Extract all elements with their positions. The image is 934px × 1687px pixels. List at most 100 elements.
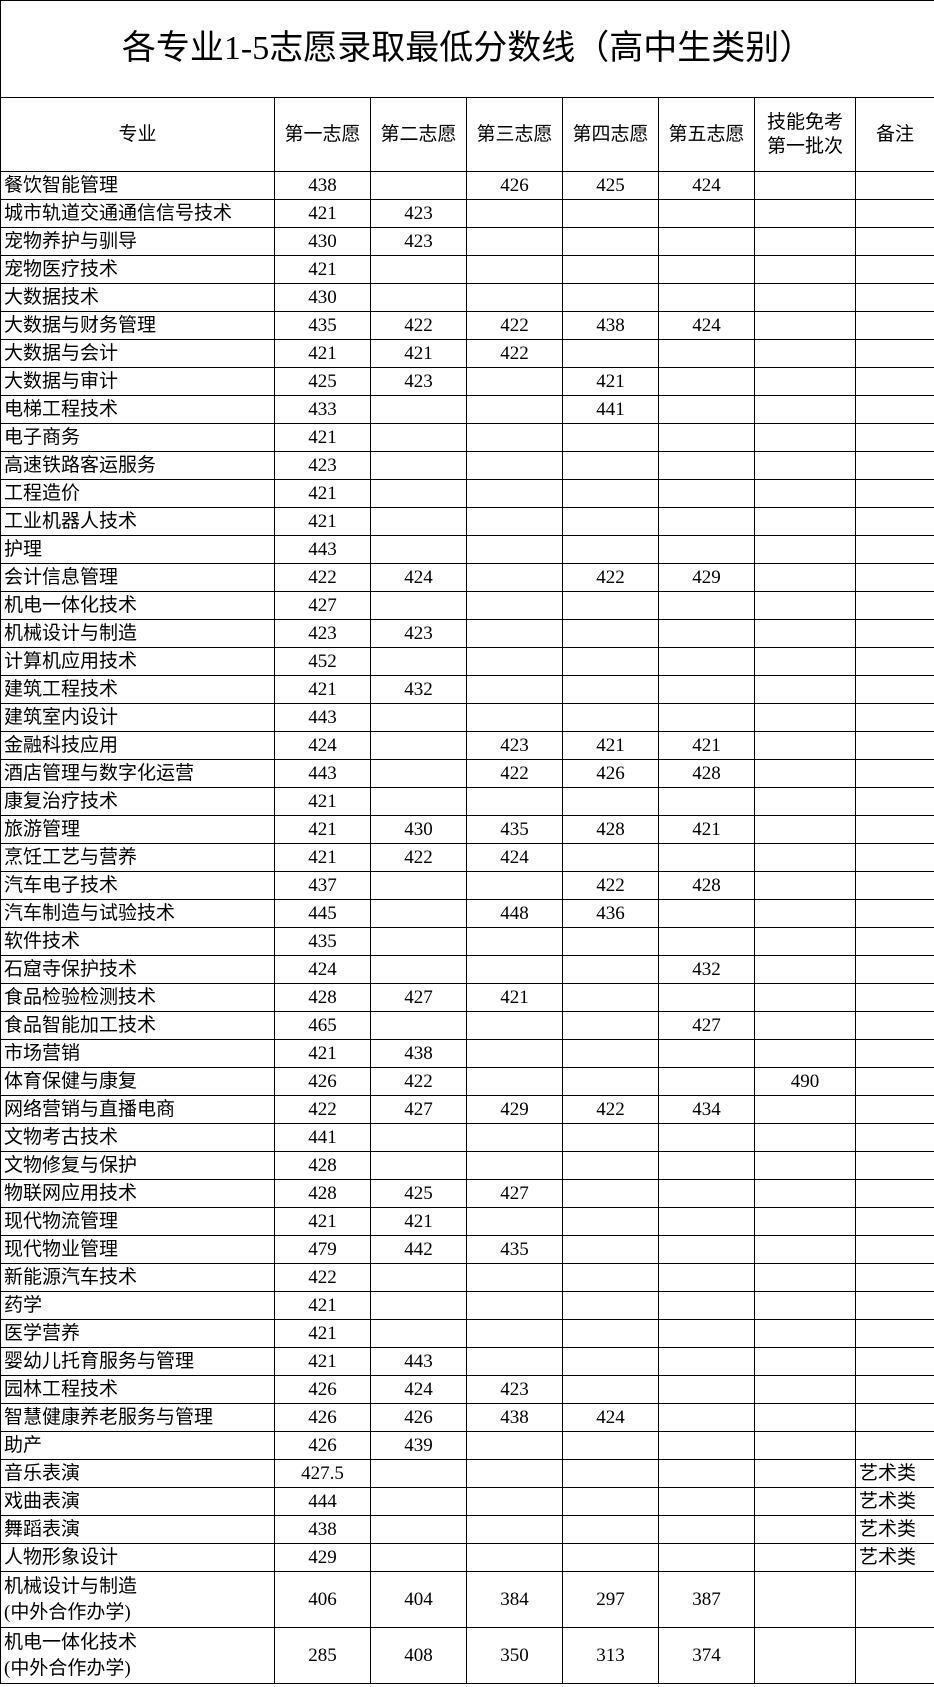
choice-4-score <box>562 255 659 284</box>
skill-exempt-score <box>754 1403 856 1432</box>
choice-5-score <box>658 619 755 648</box>
remarks <box>854 1375 934 1404</box>
table-row: 宠物医疗技术 421 <box>0 255 934 284</box>
remarks <box>854 1347 934 1376</box>
choice-1-score: 424 <box>274 955 371 984</box>
choice-4-score <box>562 479 659 508</box>
choice-1-score: 443 <box>274 759 371 788</box>
major-name: 工程造价 <box>0 479 275 508</box>
choice-1-score: 452 <box>274 647 371 676</box>
choice-1-score: 421 <box>274 815 371 844</box>
table-row: 电梯工程技术 433 441 <box>0 395 934 424</box>
choice-1-score: 443 <box>274 703 371 732</box>
choice-3-score: 384 <box>466 1571 563 1628</box>
choice-2-score <box>370 591 467 620</box>
choice-4-score <box>562 1039 659 1068</box>
skill-exempt-score <box>754 1235 856 1264</box>
choice-4-score <box>562 1459 659 1488</box>
choice-5-score <box>658 1403 755 1432</box>
choice-2-score <box>370 283 467 312</box>
remarks <box>854 451 934 480</box>
remarks <box>854 675 934 704</box>
choice-5-score: 421 <box>658 815 755 844</box>
major-name: 汽车制造与试验技术 <box>0 899 275 928</box>
remarks <box>854 1011 934 1040</box>
skill-exempt-score <box>754 451 856 480</box>
choice-1-score: 435 <box>274 311 371 340</box>
major-name: 宠物医疗技术 <box>0 255 275 284</box>
choice-1-score: 423 <box>274 619 371 648</box>
choice-5-score <box>658 1319 755 1348</box>
major-name: 文物修复与保护 <box>0 1151 275 1180</box>
choice-3-score <box>466 1123 563 1152</box>
choice-3-score <box>466 787 563 816</box>
choice-1-score: 421 <box>274 255 371 284</box>
skill-exempt-score <box>754 1011 856 1040</box>
choice-3-score: 422 <box>466 311 563 340</box>
choice-2-score: 423 <box>370 227 467 256</box>
table-row: 食品检验检测技术 428 427 421 <box>0 983 934 1012</box>
remarks <box>854 311 934 340</box>
choice-3-score <box>466 507 563 536</box>
table-row: 物联网应用技术 428 425 427 <box>0 1179 934 1208</box>
choice-2-score <box>370 759 467 788</box>
table-row: 机电一体化技术 (中外合作办学) 285 408 350 313 374 <box>0 1627 934 1684</box>
choice-2-score <box>370 871 467 900</box>
choice-3-score: 435 <box>466 1235 563 1264</box>
choice-4-score <box>562 843 659 872</box>
table-row: 智慧健康养老服务与管理 426 426 438 424 <box>0 1403 934 1432</box>
major-name: 医学营养 <box>0 1319 275 1348</box>
choice-2-score <box>370 1515 467 1544</box>
table-row: 大数据与会计 421 421 422 <box>0 339 934 368</box>
choice-2-score <box>370 507 467 536</box>
skill-exempt-score <box>754 983 856 1012</box>
choice-1-score: 421 <box>274 479 371 508</box>
choice-3-score <box>466 451 563 480</box>
table-row: 网络营销与直播电商 422 427 429 422 434 <box>0 1095 934 1124</box>
table-row: 医学营养 421 <box>0 1319 934 1348</box>
remarks <box>854 647 934 676</box>
skill-exempt-score <box>754 507 856 536</box>
choice-5-score <box>658 1431 755 1460</box>
skill-exempt-score <box>754 1319 856 1348</box>
remarks: 艺术类 <box>854 1487 934 1516</box>
title-row: 各专业1-5志愿录取最低分数线（高中生类别） <box>0 0 934 98</box>
table-row: 戏曲表演 444 艺术类 <box>0 1487 934 1516</box>
skill-exempt-score <box>754 1151 856 1180</box>
choice-3-score <box>466 1039 563 1068</box>
choice-3-score <box>466 1207 563 1236</box>
choice-3-score <box>466 367 563 396</box>
choice-4-score: 426 <box>562 759 659 788</box>
choice-4-score <box>562 451 659 480</box>
remarks <box>854 871 934 900</box>
remarks <box>854 1291 934 1320</box>
choice-4-score <box>562 1151 659 1180</box>
remarks <box>854 479 934 508</box>
choice-2-score <box>370 1319 467 1348</box>
choice-4-score: 425 <box>562 171 659 200</box>
table-row: 机械设计与制造 (中外合作办学) 406 404 384 297 387 <box>0 1571 934 1628</box>
remarks <box>854 1431 934 1460</box>
table-row: 汽车制造与试验技术 445 448 436 <box>0 899 934 928</box>
choice-1-score: 441 <box>274 1123 371 1152</box>
choice-5-score <box>658 1487 755 1516</box>
choice-4-score <box>562 1263 659 1292</box>
major-name: 大数据技术 <box>0 283 275 312</box>
choice-5-score: 428 <box>658 871 755 900</box>
choice-2-score: 442 <box>370 1235 467 1264</box>
skill-exempt-score <box>754 1459 856 1488</box>
choice-5-score: 374 <box>658 1627 755 1684</box>
skill-exempt-score <box>754 1095 856 1124</box>
major-name: 智慧健康养老服务与管理 <box>0 1403 275 1432</box>
remarks <box>854 171 934 200</box>
remarks <box>854 1123 934 1152</box>
choice-3-score <box>466 1515 563 1544</box>
choice-5-score <box>658 367 755 396</box>
major-name: 汽车电子技术 <box>0 871 275 900</box>
choice-2-score <box>370 423 467 452</box>
choice-1-score: 421 <box>274 1347 371 1376</box>
table-row: 餐饮智能管理 438 426 425 424 <box>0 171 934 200</box>
major-name: 软件技术 <box>0 927 275 956</box>
choice-4-score: 441 <box>562 395 659 424</box>
choice-2-score: 425 <box>370 1179 467 1208</box>
